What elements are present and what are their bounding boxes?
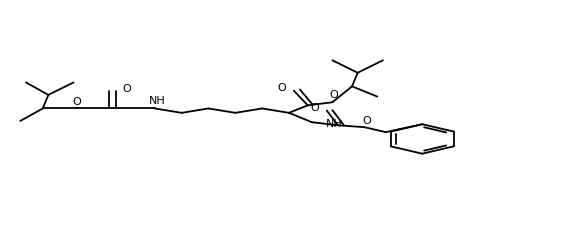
Text: O: O (277, 83, 286, 93)
Text: O: O (123, 84, 131, 94)
Text: O: O (330, 90, 338, 100)
Text: O: O (72, 97, 81, 107)
Text: NH: NH (149, 95, 166, 105)
Text: O: O (310, 103, 319, 113)
Text: NH: NH (326, 119, 343, 129)
Text: O: O (362, 116, 371, 126)
